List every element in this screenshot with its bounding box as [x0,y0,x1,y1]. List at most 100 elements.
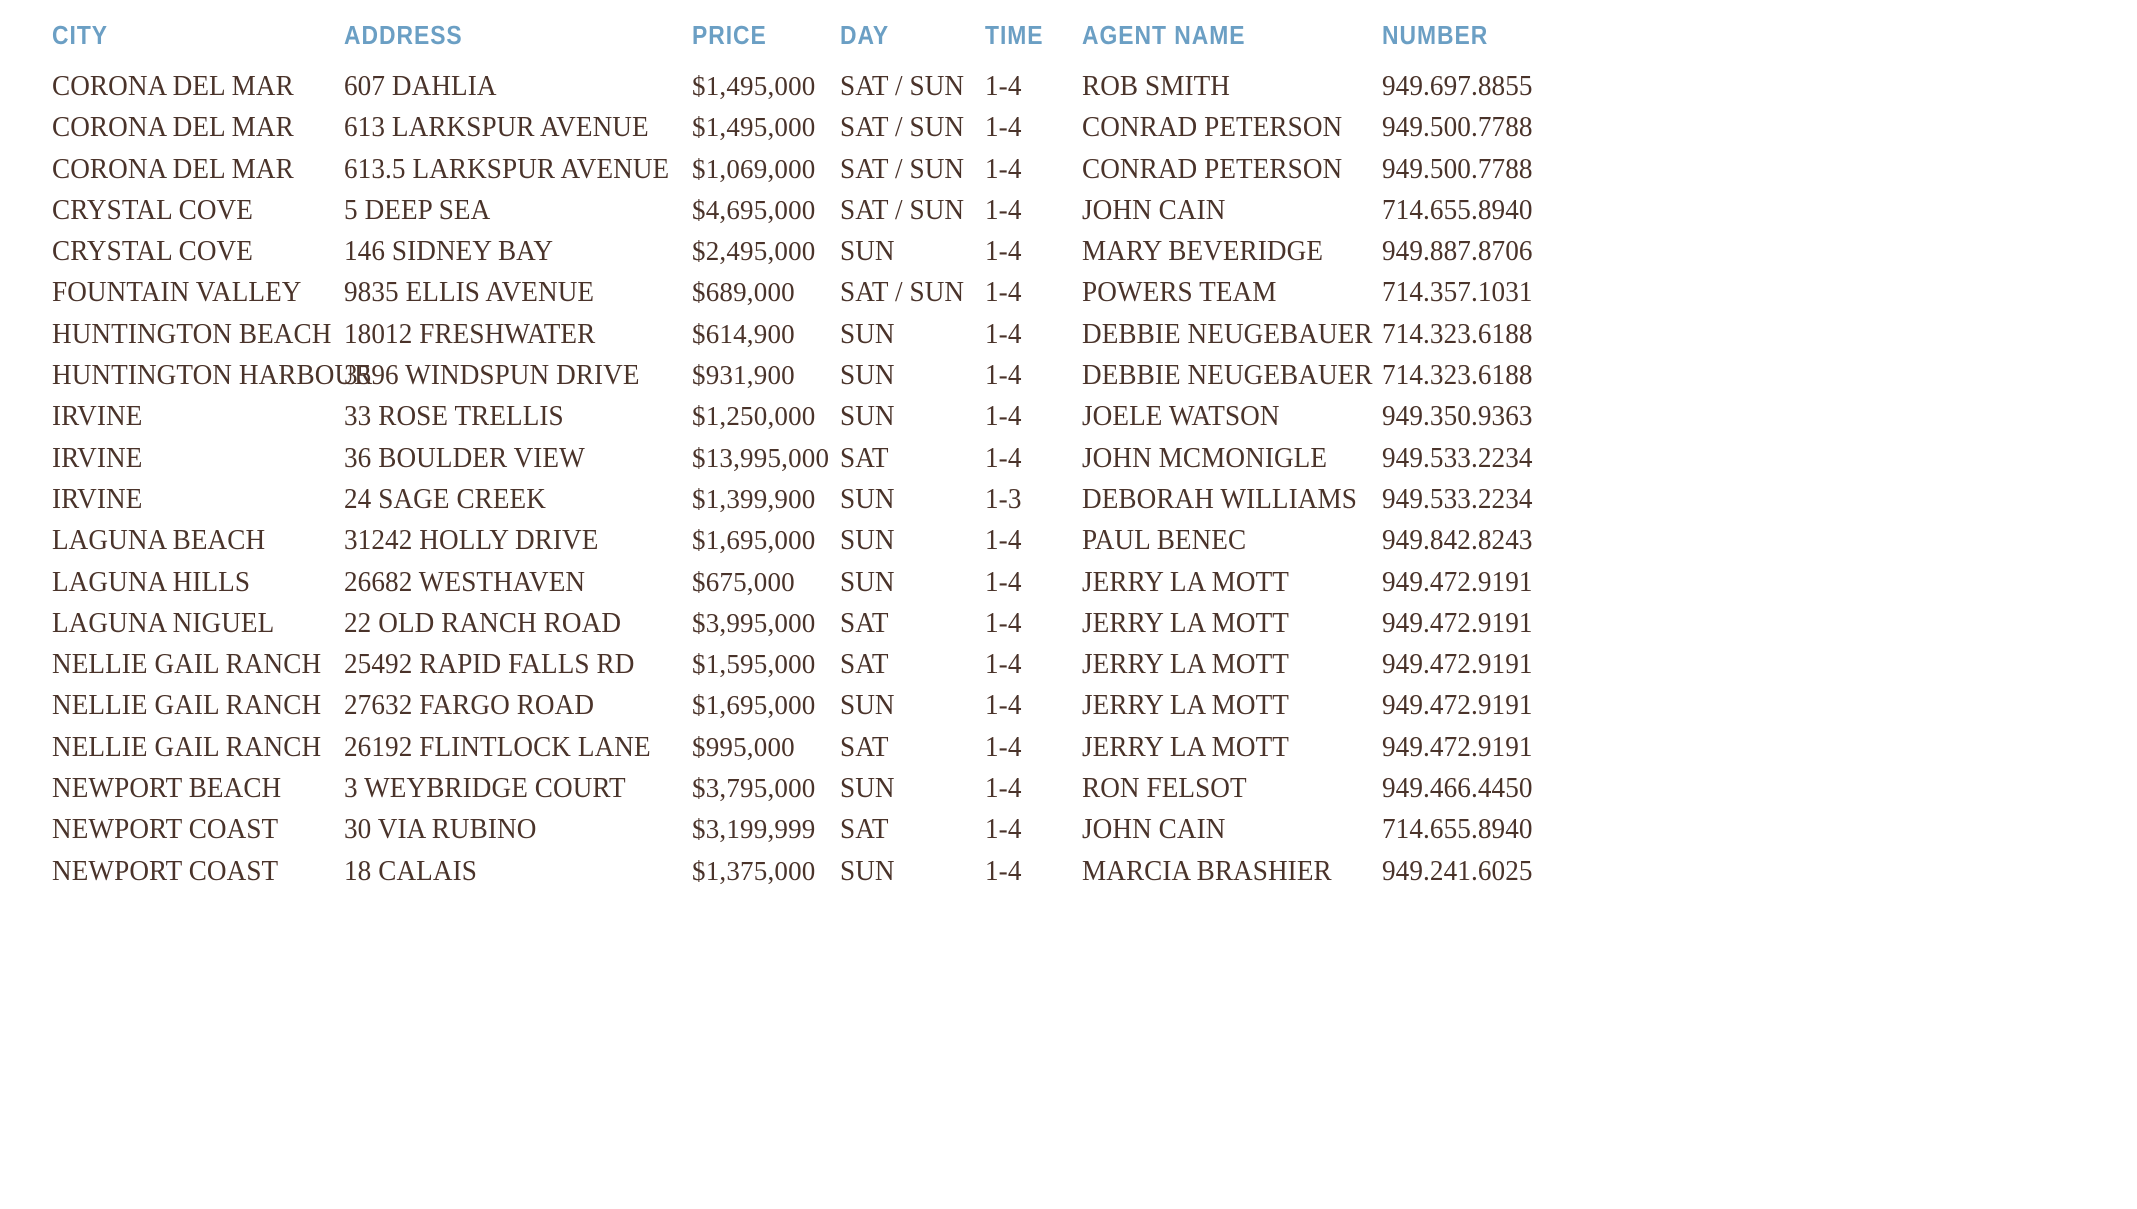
table-header: CITY ADDRESS PRICE DAY TIME AGENT NAME N… [52,22,2082,64]
cell-agent: JERRY LA MOTT [1082,607,1290,639]
table-row[interactable]: NEWPORT COAST 30 VIA RUBINO $3,199,999 SAT 1… [52,809,2082,850]
column-header-city: CITY [52,20,108,50]
table-row[interactable]: IRVINE 24 SAGE CREEK $1,399,900 SUN 1-3 DEBOR… [52,479,2082,520]
cell-price: $1,495,000 [692,71,816,101]
cell-time: 1-4 [985,566,1022,598]
cell-time: 1-4 [985,194,1022,226]
cell-city: NELLIE GAIL RANCH [52,649,322,681]
cell-city: LAGUNA BEACH [52,525,266,557]
cell-price: $689,000 [692,277,795,308]
cell-city: LAGUNA HILLS [52,566,251,598]
cell-price: $1,595,000 [692,649,816,680]
cell-time: 1-4 [985,855,1022,887]
cell-number: 949.533.2234 [1382,442,1533,474]
cell-city: IRVINE [52,483,143,515]
cell-city: LAGUNA NIGUEL [52,607,275,639]
cell-agent: JOHN CAIN [1082,814,1226,846]
cell-city: NELLIE GAIL RANCH [52,690,322,722]
table-row[interactable]: IRVINE 33 ROSE TRELLIS $1,250,000 SUN 1-4 JOE… [52,396,2082,437]
table-row[interactable]: LAGUNA BEACH 31242 HOLLY DRIVE $1,695,000 S… [52,520,2082,561]
table-row[interactable]: CRYSTAL COVE 5 DEEP SEA $4,695,000 SAT / SU… [52,190,2082,231]
table-row[interactable]: NEWPORT BEACH 3 WEYBRIDGE COURT $3,795,000… [52,768,2082,809]
cell-number: 949.887.8706 [1382,236,1533,268]
cell-address: 36 BOULDER VIEW [344,442,585,474]
cell-number: 949.472.9191 [1382,649,1533,681]
table-row[interactable]: CORONA DEL MAR 607 DAHLIA $1,495,000 SAT / … [52,64,2082,107]
cell-time: 1-4 [985,814,1022,846]
cell-number: 949.842.8243 [1382,525,1533,557]
cell-address: 27632 FARGO ROAD [344,690,595,722]
cell-day: SUN [840,483,895,515]
cell-time: 1-4 [985,401,1022,433]
cell-time: 1-4 [985,731,1022,763]
cell-number: 949.697.8855 [1382,71,1533,102]
table-row[interactable]: CORONA DEL MAR 613.5 LARKSPUR AVENUE $1,06… [52,149,2082,190]
cell-address: 26682 WESTHAVEN [344,566,586,598]
table-row[interactable]: CRYSTAL COVE 146 SIDNEY BAY $2,495,000 SUN 1… [52,231,2082,272]
cell-city: CORONA DEL MAR [52,153,294,185]
table-row[interactable]: LAGUNA HILLS 26682 WESTHAVEN $675,000 SUN 1-… [52,562,2082,603]
cell-price: $3,795,000 [692,773,816,804]
cell-number: 949.466.4450 [1382,773,1533,805]
cell-number: 714.323.6188 [1382,318,1533,350]
column-header-number: NUMBER [1382,20,1489,50]
cell-price: $3,199,999 [692,814,816,845]
table-row[interactable]: NELLIE GAIL RANCH 25492 RAPID FALLS RD $1,… [52,644,2082,685]
cell-number: 714.655.8940 [1382,194,1533,226]
cell-address: 18 CALAIS [344,855,477,887]
cell-day: SUN [840,525,895,557]
table-row[interactable]: NEWPORT COAST 18 CALAIS $1,375,000 SUN 1-4 MA… [52,851,2082,892]
cell-day: SUN [840,855,895,887]
cell-agent: DEBBIE NEUGEBAUER [1082,360,1373,392]
cell-time: 1-4 [985,360,1022,392]
cell-agent: JERRY LA MOTT [1082,690,1290,722]
table-row[interactable]: NELLIE GAIL RANCH 27632 FARGO ROAD $1,695,… [52,685,2082,726]
cell-price: $3,995,000 [692,607,816,638]
table-row[interactable]: HUNTINGTON HARBOUR 3596 WINDSPUN DRIVE $93… [52,355,2082,396]
cell-city: CRYSTAL COVE [52,194,253,226]
cell-agent: CONRAD PETERSON [1082,153,1343,185]
table-row[interactable]: NELLIE GAIL RANCH 26192 FLINTLOCK LANE $99… [52,727,2082,768]
table-row[interactable]: CORONA DEL MAR 613 LARKSPUR AVENUE $1,495,… [52,107,2082,148]
table-row[interactable]: FOUNTAIN VALLEY 9835 ELLIS AVENUE $689,000… [52,272,2082,313]
cell-price: $1,695,000 [692,525,816,556]
cell-time: 1-4 [985,277,1022,309]
cell-city: HUNTINGTON BEACH [52,318,332,350]
column-header-time: TIME [985,20,1044,50]
column-header-address: ADDRESS [344,20,463,50]
cell-number: 949.350.9363 [1382,401,1533,433]
cell-price: $1,695,000 [692,690,816,721]
cell-price: $1,495,000 [692,112,816,143]
cell-time: 1-4 [985,318,1022,350]
cell-number: 949.241.6025 [1382,855,1533,887]
cell-day: SAT [840,607,889,639]
cell-city: IRVINE [52,442,143,474]
cell-time: 1-4 [985,236,1022,268]
cell-address: 22 OLD RANCH ROAD [344,607,622,639]
cell-agent: ROB SMITH [1082,71,1231,102]
cell-city: NEWPORT BEACH [52,773,282,805]
cell-city: CORONA DEL MAR [52,112,294,144]
cell-number: 949.472.9191 [1382,731,1533,763]
cell-day: SUN [840,401,895,433]
cell-day: SAT / SUN [840,153,965,185]
cell-address: 25492 RAPID FALLS RD [344,649,635,681]
cell-number: 949.533.2234 [1382,483,1533,515]
listings-table: CITY ADDRESS PRICE DAY TIME AGENT NAME N… [52,22,2082,892]
table-row[interactable]: HUNTINGTON BEACH 18012 FRESHWATER $614,900… [52,314,2082,355]
table-row[interactable]: LAGUNA NIGUEL 22 OLD RANCH ROAD $3,995,000… [52,603,2082,644]
cell-day: SAT [840,442,889,474]
cell-address: 3 WEYBRIDGE COURT [344,773,626,805]
cell-time: 1-3 [985,483,1022,515]
cell-agent: JERRY LA MOTT [1082,566,1290,598]
cell-agent: DEBORAH WILLIAMS [1082,483,1357,515]
cell-time: 1-4 [985,525,1022,557]
cell-agent: RON FELSOT [1082,773,1247,805]
cell-agent: MARY BEVERIDGE [1082,236,1324,268]
table-row[interactable]: IRVINE 36 BOULDER VIEW $13,995,000 SAT 1-4 JO… [52,438,2082,479]
cell-price: $13,995,000 [692,442,830,473]
cell-time: 1-4 [985,442,1022,474]
cell-city: NELLIE GAIL RANCH [52,731,322,763]
cell-price: $614,900 [692,318,795,349]
cell-agent: JERRY LA MOTT [1082,731,1290,763]
